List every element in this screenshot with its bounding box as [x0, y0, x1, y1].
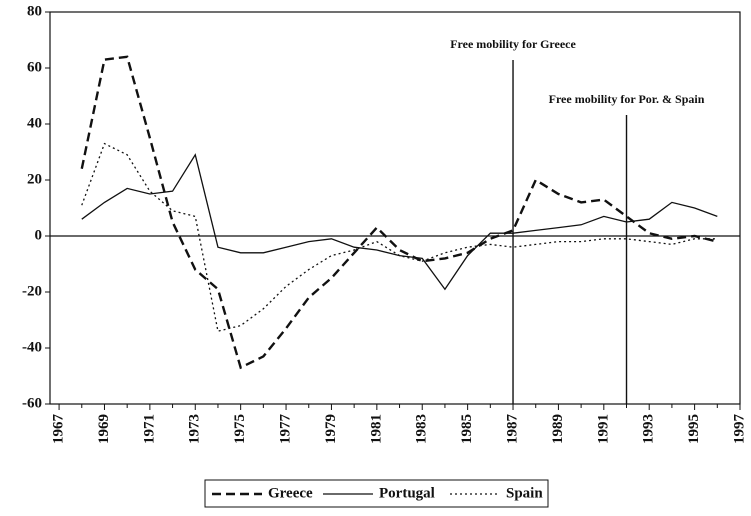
annotation-label: Free mobility for Por. & Spain	[549, 92, 705, 106]
series-line	[81, 153, 718, 291]
y-tick-label: 20	[27, 171, 42, 187]
y-tick-label: 0	[35, 227, 43, 243]
y-tick-label: -60	[22, 395, 42, 411]
x-tick-label: 1975	[232, 414, 248, 444]
legend-label: Portugal	[379, 485, 435, 501]
x-tick-label: 1997	[731, 414, 747, 445]
x-tick-label: 1993	[641, 414, 657, 444]
x-tick-label: 1973	[187, 414, 203, 444]
y-tick-label: -40	[22, 339, 42, 355]
x-tick-label: 1969	[96, 414, 112, 444]
y-tick-label: 60	[27, 59, 42, 75]
x-tick-label: 1985	[459, 414, 475, 444]
x-tick-label: 1977	[277, 414, 293, 445]
x-tick-label: 1983	[414, 414, 430, 444]
legend-label: Spain	[506, 485, 543, 501]
y-tick-label: 40	[27, 115, 42, 131]
series-line	[81, 142, 718, 332]
plot-frame	[49, 11, 741, 405]
x-tick-label: 1967	[51, 414, 67, 445]
x-tick-label: 1981	[368, 414, 384, 444]
legend-label: Greece	[268, 485, 313, 501]
x-tick-label: 1979	[323, 414, 339, 444]
x-tick-label: 1991	[595, 414, 611, 444]
y-tick-label: 80	[27, 3, 42, 19]
x-tick-label: 1989	[550, 414, 566, 444]
x-tick-label: 1987	[504, 414, 520, 445]
series-line	[80, 55, 718, 370]
x-tick-label: 1971	[141, 414, 157, 444]
x-tick-label: 1995	[686, 414, 702, 444]
y-tick-label: -20	[22, 283, 42, 299]
annotation-label: Free mobility for Greece	[450, 37, 576, 51]
legend-box	[204, 479, 549, 508]
